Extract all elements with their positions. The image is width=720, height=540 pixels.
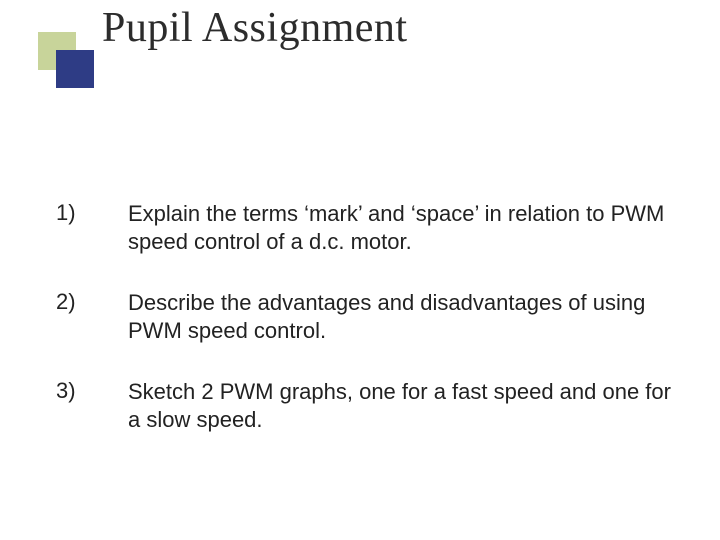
- item-number: 1): [56, 200, 128, 255]
- list-item: 3) Sketch 2 PWM graphs, one for a fast s…: [56, 378, 672, 433]
- square-front: [56, 50, 94, 88]
- item-text: Sketch 2 PWM graphs, one for a fast spee…: [128, 378, 672, 433]
- list-item: 2) Describe the advantages and disadvant…: [56, 289, 672, 344]
- item-number: 2): [56, 289, 128, 344]
- list-item: 1) Explain the terms ‘mark’ and ‘space’ …: [56, 200, 672, 255]
- item-number: 3): [56, 378, 128, 433]
- slide: Pupil Assignment 1) Explain the terms ‘m…: [0, 0, 720, 540]
- slide-body: 1) Explain the terms ‘mark’ and ‘space’ …: [56, 200, 672, 467]
- item-text: Explain the terms ‘mark’ and ‘space’ in …: [128, 200, 672, 255]
- slide-title: Pupil Assignment: [102, 4, 408, 52]
- item-text: Describe the advantages and disadvantage…: [128, 289, 672, 344]
- title-bullet-decoration: [38, 32, 94, 88]
